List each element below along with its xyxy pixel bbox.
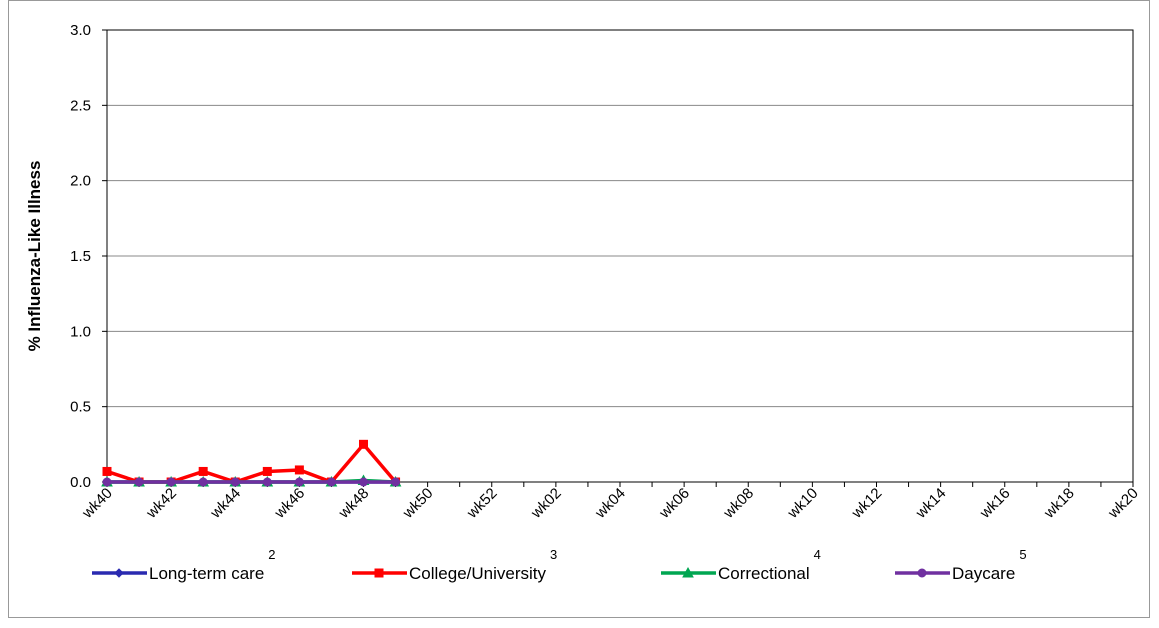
marker — [326, 477, 336, 487]
legend-note: 5 — [1019, 547, 1026, 562]
marker — [294, 477, 304, 487]
marker — [230, 477, 240, 487]
legend-label: Correctional — [718, 564, 810, 583]
y-tick-label: 2.5 — [70, 97, 91, 114]
legend-note: 4 — [814, 547, 821, 562]
y-tick-label: 0.5 — [70, 399, 91, 416]
legend-note: 2 — [268, 547, 275, 562]
marker — [374, 568, 384, 578]
marker — [102, 466, 112, 476]
marker — [198, 466, 208, 476]
marker — [359, 439, 368, 449]
marker — [262, 477, 272, 487]
legend-label: Daycare — [952, 564, 1015, 583]
y-tick-label: 1.5 — [70, 248, 91, 265]
y-tick-label: 0.0 — [70, 474, 91, 491]
chart-border — [8, 0, 1150, 618]
y-tick-label: 3.0 — [70, 22, 91, 39]
legend-note: 3 — [550, 547, 557, 562]
y-tick-label: 1.0 — [70, 323, 91, 340]
y-tick-label: 2.0 — [70, 173, 91, 190]
marker — [166, 477, 176, 487]
marker — [198, 477, 208, 487]
marker — [682, 566, 694, 578]
marker — [294, 465, 304, 475]
y-axis-title: % Influenza-Like Illness — [25, 161, 44, 352]
marker — [102, 477, 112, 487]
legend-label: Long-term care — [149, 564, 264, 583]
marker — [262, 466, 272, 476]
marker — [391, 477, 401, 487]
marker — [134, 477, 144, 487]
marker — [917, 568, 927, 578]
marker — [359, 477, 368, 487]
legend-label: College/University — [409, 564, 546, 583]
marker — [114, 568, 124, 578]
